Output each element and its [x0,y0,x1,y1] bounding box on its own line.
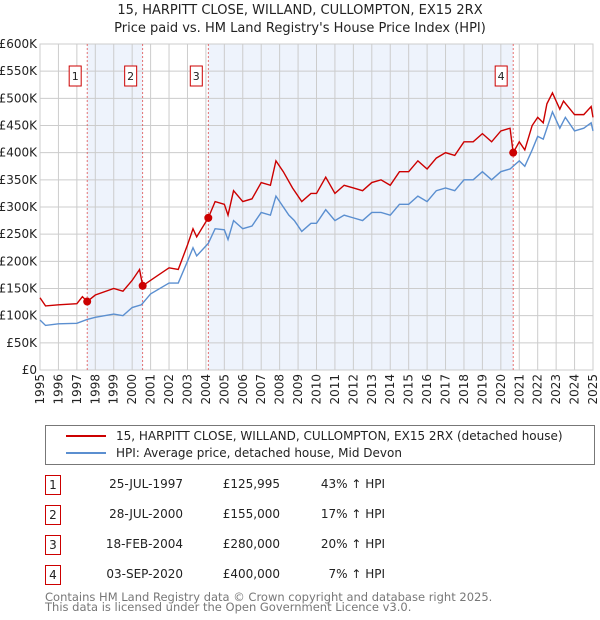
y-tick-label: £250K [0,227,38,241]
transaction-hpi-change: 43% ↑ HPI [320,477,385,491]
x-tick-label: 2005 [217,374,231,405]
transaction-number: 3 [45,535,61,555]
chart-subtitle: Price paid vs. HM Land Registry's House … [114,21,486,36]
transaction-hpi-change: 17% ↑ HPI [320,507,385,521]
x-tick-label: 2023 [549,374,563,405]
sale-label-box [124,65,138,87]
y-tick-label: £600K [0,37,38,51]
transaction-number: 4 [45,565,61,585]
y-tick-label: £150K [0,282,38,296]
x-tick-label: 2016 [420,374,434,405]
footer: Contains HM Land Registry data © Crown c… [45,590,493,614]
transaction-price: £280,000 [222,537,280,551]
x-tick-label: 2019 [475,374,489,405]
sale-point [509,148,518,157]
legend-swatch-hpi [66,452,106,454]
transaction-price: £400,000 [222,567,280,581]
x-tick-label: 2007 [254,374,268,405]
footer-line-2: This data is licensed under the Open Gov… [45,600,412,614]
y-tick-label: £450K [0,119,38,133]
y-tick-label: £500K [0,91,38,105]
x-tick-label: 2010 [310,374,324,405]
sale-label-box [68,65,82,87]
x-tick-label: 2020 [494,374,508,405]
transaction-date: 28-JUL-2000 [109,507,183,521]
x-tick-label: 2021 [512,374,526,405]
transaction-date: 03-SEP-2020 [106,567,183,581]
y-tick-label: £0 [22,363,37,377]
sale-label: 4 [498,70,505,83]
x-tick-label: 2014 [383,374,397,405]
legend-label-property: 15, HARPITT CLOSE, WILLAND, CULLOMPTON, … [116,429,563,443]
x-tick-label: 2008 [273,374,287,405]
sale-label: 3 [193,70,200,83]
x-tick-label: 2003 [180,374,194,405]
x-tick-label: 2000 [125,374,139,405]
x-tick-label: 2018 [457,374,471,405]
x-tick-label: 1997 [70,374,84,405]
y-tick-label: £350K [0,173,38,187]
transaction-row: 1 25-JUL-1997 £125,995 43% ↑ HPI [45,475,545,497]
transaction-number: 1 [45,475,61,495]
y-tick-label: £400K [0,146,38,160]
legend: 15, HARPITT CLOSE, WILLAND, CULLOMPTON, … [45,425,595,465]
transaction-date: 25-JUL-1997 [109,477,183,491]
x-tick-label: 1996 [51,374,65,405]
transaction-price: £125,995 [222,477,280,491]
y-tick-label: £550K [0,64,38,78]
legend-swatch-property [66,435,106,437]
y-tick-label: £100K [0,309,38,323]
line-chart: £0 £50K £100K £150K £200K £250K £300K £350K £400… [0,37,600,405]
x-tick-label: 2024 [568,374,582,405]
x-tick-label: 2013 [365,374,379,405]
legend-label-hpi: HPI: Average price, detached house, Mid … [116,446,402,460]
sale-label-box [189,65,203,87]
transaction-hpi-change: 7% ↑ HPI [328,567,385,581]
y-tick-label: £50K [6,336,38,350]
sale-point [138,281,147,290]
transaction-row: 4 03-SEP-2020 £400,000 7% ↑ HPI [45,565,545,587]
x-tick-label: 2004 [199,374,213,405]
x-tick-label: 1998 [88,374,102,405]
x-tick-label: 2011 [328,374,342,405]
x-tick-label: 2006 [236,374,250,405]
x-tick-label: 2015 [402,374,416,405]
x-tick-label: 2017 [439,374,453,405]
transaction-number: 2 [45,505,61,525]
x-tick-label: 2022 [531,374,545,405]
sale-label: 1 [72,70,79,83]
x-tick-label: 2009 [291,374,305,405]
x-tick-label: 2012 [346,374,360,405]
x-tick-label: 2001 [144,374,158,405]
chart-title: 15, HARPITT CLOSE, WILLAND, CULLOMPTON, … [117,3,483,18]
x-tick-label: 1999 [107,374,121,405]
sale-point [83,297,92,306]
transaction-row: 3 18-FEB-2004 £280,000 20% ↑ HPI [45,535,545,557]
y-tick-label: £200K [0,254,38,268]
transaction-date: 18-FEB-2004 [105,537,183,551]
y-tick-label: £300K [0,200,38,214]
sale-label: 2 [127,70,134,83]
transaction-price: £155,000 [222,507,280,521]
sale-label-box [494,65,508,87]
sale-point [204,213,213,222]
footer-line-1: Contains HM Land Registry data © Crown c… [45,590,493,604]
plot-border [39,43,594,371]
x-tick-label: 2002 [162,374,176,405]
x-tick-label: 1995 [33,374,47,405]
x-tick-label: 2025 [586,374,600,405]
transaction-hpi-change: 20% ↑ HPI [320,537,385,551]
hpi-line [39,110,594,327]
transaction-row: 2 28-JUL-2000 £155,000 17% ↑ HPI [45,505,545,527]
